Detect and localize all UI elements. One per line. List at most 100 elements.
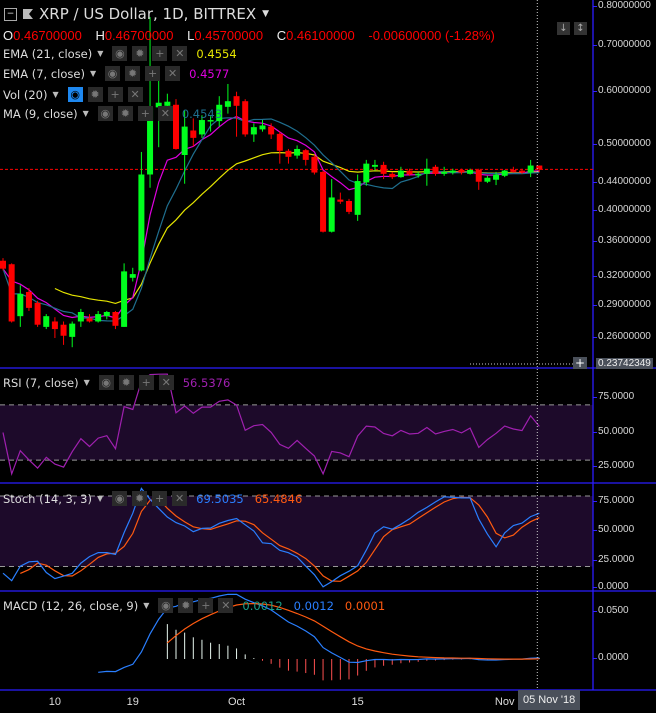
eye-icon[interactable]: ◉ bbox=[98, 375, 114, 390]
legend-value-hist: 0.0012 bbox=[242, 598, 283, 613]
ohlc-readout: O0.46700000 H0.46700000 L0.45700000 C0.4… bbox=[3, 28, 495, 43]
price-axis-label: 0.32000000 bbox=[593, 269, 651, 281]
eye-icon[interactable]: ◉ bbox=[67, 87, 83, 102]
close-icon[interactable]: ✕ bbox=[158, 375, 174, 390]
time-axis-label: Nov bbox=[494, 696, 515, 708]
candle-down bbox=[173, 104, 179, 149]
scale-updown-icon[interactable]: ↕ bbox=[574, 22, 587, 35]
close-icon[interactable]: ✕ bbox=[172, 491, 188, 506]
eye-icon[interactable]: ◉ bbox=[112, 491, 128, 506]
gear-icon[interactable]: ✹ bbox=[178, 598, 194, 613]
legend-ma9[interactable]: MA (9, close) ▼ ◉ ✹ + ✕ 0.4543 bbox=[3, 106, 222, 121]
chevron-down-icon[interactable]: ▼ bbox=[52, 90, 59, 99]
legend-vol[interactable]: Vol (20) ▼ ◉ ✹ + ✕ bbox=[3, 87, 143, 102]
legend-value-macd: 0.0012 bbox=[293, 598, 334, 613]
plus-icon[interactable]: + bbox=[138, 375, 154, 390]
symbol-title[interactable]: − XRP / US Dollar, 1D, BITTREX ▼ bbox=[4, 5, 269, 23]
chevron-down-icon[interactable]: ▼ bbox=[89, 69, 97, 78]
rsi-axis-label: 75.0000 bbox=[592, 391, 635, 402]
time-axis-label: 15 bbox=[351, 696, 364, 708]
stoch-band bbox=[0, 496, 593, 567]
ema7-line bbox=[2, 115, 540, 319]
candle-up bbox=[43, 316, 50, 327]
symbol-label: XRP / US Dollar, 1D, BITTREX bbox=[39, 5, 257, 23]
legend-ema21[interactable]: EMA (21, close) ▼ ◉ ✹ + ✕ 0.4554 bbox=[3, 46, 237, 61]
plus-icon[interactable]: + bbox=[152, 46, 168, 61]
legend-ema7[interactable]: EMA (7, close) ▼ ◉ ✹ + ✕ 0.4577 bbox=[3, 66, 229, 81]
eye-icon[interactable]: ◉ bbox=[112, 46, 128, 61]
candle-up bbox=[484, 177, 491, 182]
legend-macd[interactable]: MACD (12, 26, close, 9) ▼ ◉ ✹ + ✕ 0.0012 0.0012… bbox=[3, 598, 385, 613]
gear-icon[interactable]: ✹ bbox=[125, 66, 141, 81]
candle-up bbox=[216, 104, 223, 122]
legend-value-value: 56.5376 bbox=[182, 375, 231, 390]
gear-icon[interactable]: ✹ bbox=[132, 491, 148, 506]
close-icon[interactable]: ✕ bbox=[157, 106, 173, 121]
chevron-down-icon[interactable]: ▼ bbox=[143, 601, 150, 610]
scale-down-icon[interactable]: ↓ bbox=[557, 22, 570, 35]
candle-up bbox=[95, 314, 102, 322]
chevron-down-icon[interactable]: ▼ bbox=[262, 9, 270, 19]
close-icon[interactable]: ✕ bbox=[218, 598, 234, 613]
legend-label: MACD (12, 26, close, 9) bbox=[3, 598, 139, 613]
ema21-line bbox=[54, 151, 540, 305]
candle-up bbox=[328, 197, 335, 232]
close-value: 0.46100000 bbox=[286, 28, 355, 43]
collapse-icon[interactable]: − bbox=[4, 7, 17, 21]
candle-down bbox=[233, 96, 240, 106]
plus-icon[interactable]: + bbox=[107, 87, 123, 102]
candle-up bbox=[527, 165, 534, 173]
candle-up bbox=[181, 126, 188, 155]
candle-down bbox=[34, 302, 41, 325]
candle-up bbox=[354, 181, 361, 215]
candle-up bbox=[415, 173, 422, 176]
candle-up bbox=[363, 163, 370, 183]
candle-down bbox=[519, 170, 525, 173]
plus-icon[interactable]: + bbox=[152, 491, 168, 506]
stoch-axis-label: 0.0000 bbox=[593, 581, 629, 592]
plus-icon[interactable]: + bbox=[137, 106, 153, 121]
time-axis-label: Oct bbox=[227, 696, 246, 708]
time-axis-label: 19 bbox=[126, 696, 139, 708]
legend-rsi[interactable]: RSI (7, close) ▼ ◉ ✹ + ✕ 56.5376 bbox=[3, 375, 230, 390]
chevron-down-icon[interactable]: ▼ bbox=[83, 378, 90, 387]
plus-icon[interactable]: + bbox=[198, 598, 214, 613]
price-axis-label: 0.60000000 bbox=[593, 84, 651, 96]
price-axis-label: 0.36000000 bbox=[593, 235, 651, 247]
candle-down bbox=[458, 169, 465, 173]
gear-icon[interactable]: ✹ bbox=[118, 375, 134, 390]
gear-icon[interactable]: ✹ bbox=[87, 87, 103, 102]
eye-icon[interactable]: ◉ bbox=[158, 598, 174, 613]
rsi-axis-label: 25.0000 bbox=[592, 460, 635, 471]
candle-up bbox=[467, 169, 474, 174]
candle-up bbox=[294, 148, 301, 156]
gear-icon[interactable]: ✹ bbox=[132, 46, 148, 61]
stoch-axis-label: 75.0000 bbox=[592, 494, 635, 506]
close-icon[interactable]: ✕ bbox=[172, 46, 188, 61]
candle-up bbox=[397, 170, 404, 178]
chevron-down-icon[interactable]: ▼ bbox=[82, 109, 89, 118]
candle-down bbox=[0, 260, 6, 269]
candle-down bbox=[320, 171, 327, 232]
candle-down bbox=[346, 201, 352, 212]
close-icon[interactable]: ✕ bbox=[127, 87, 143, 102]
close-icon[interactable]: ✕ bbox=[165, 66, 181, 81]
close-label: C bbox=[276, 28, 287, 43]
high-value: 0.46700000 bbox=[104, 28, 174, 43]
eye-icon[interactable]: ◉ bbox=[105, 66, 121, 81]
change-value: -0.00600000 (-1.28%) bbox=[368, 28, 495, 43]
gear-icon[interactable]: ✹ bbox=[117, 106, 133, 121]
candle-up bbox=[259, 125, 266, 130]
candle-up bbox=[155, 102, 162, 108]
plus-icon[interactable]: + bbox=[145, 66, 161, 81]
chevron-down-icon[interactable]: ▼ bbox=[97, 49, 104, 58]
eye-icon[interactable]: ◉ bbox=[97, 106, 113, 121]
plus-icon[interactable]: + bbox=[573, 356, 587, 370]
legend-stoch[interactable]: Stoch (14, 3, 3) ▼ ◉ ✹ + ✕ 69.5035 65.4846 bbox=[3, 491, 302, 506]
candle-down bbox=[242, 101, 249, 135]
candle-up bbox=[147, 107, 154, 175]
candle-up bbox=[423, 168, 430, 174]
chevron-down-icon[interactable]: ▼ bbox=[96, 494, 104, 503]
legend-label: EMA (7, close) bbox=[3, 66, 85, 81]
